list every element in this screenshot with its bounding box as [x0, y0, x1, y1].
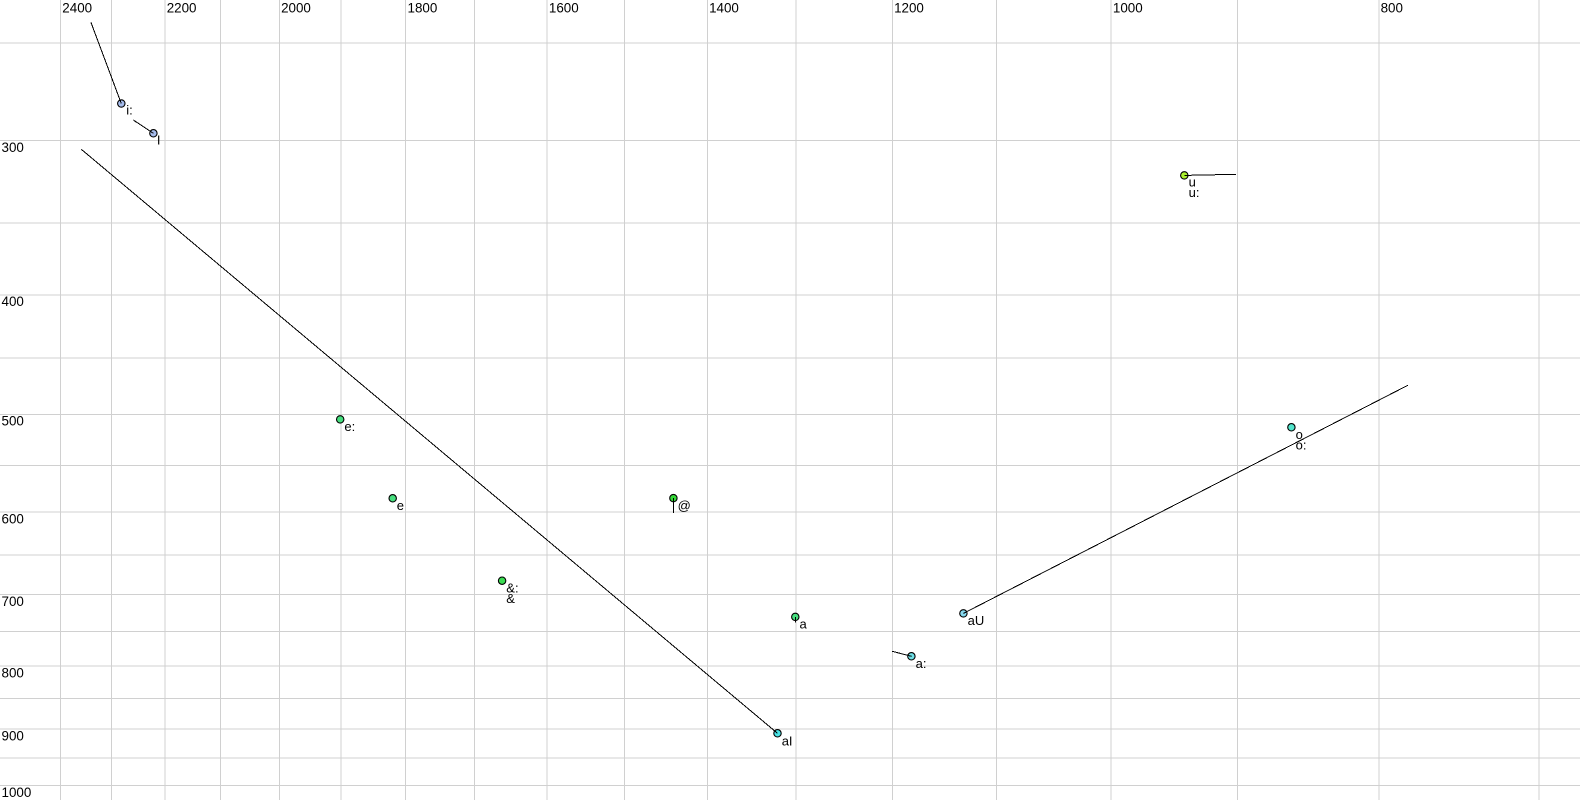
svg-text:2000: 2000: [281, 1, 311, 16]
svg-text:1400: 1400: [709, 1, 739, 16]
svg-text:2200: 2200: [167, 1, 197, 16]
svg-text:1600: 1600: [549, 1, 579, 16]
svg-text:300: 300: [2, 140, 24, 155]
svg-text:1000: 1000: [2, 785, 32, 800]
svg-text:500: 500: [2, 414, 24, 429]
svg-text:2400: 2400: [62, 1, 92, 16]
svg-text:u: u: [1189, 175, 1196, 190]
svg-text:@: @: [678, 498, 691, 513]
svg-text:700: 700: [2, 594, 24, 609]
svg-text:e: e: [397, 498, 404, 513]
svg-text:e:: e:: [344, 419, 355, 434]
svg-text:1200: 1200: [894, 1, 924, 16]
svg-text:&:: &:: [506, 580, 518, 595]
svg-text:1000: 1000: [1113, 1, 1143, 16]
svg-text:900: 900: [2, 729, 24, 744]
svg-text:&: &: [506, 591, 515, 606]
svg-text:a: a: [800, 617, 808, 632]
svg-text:i:: i:: [126, 103, 133, 118]
svg-text:aI: aI: [782, 734, 793, 749]
svg-text:800: 800: [2, 666, 24, 681]
svg-text:aU: aU: [968, 613, 985, 628]
svg-text:1800: 1800: [408, 1, 438, 16]
svg-text:I: I: [157, 133, 161, 148]
svg-text:800: 800: [1381, 1, 1403, 16]
svg-text:o: o: [1296, 427, 1303, 442]
svg-text:600: 600: [2, 511, 24, 526]
svg-text:400: 400: [2, 294, 24, 309]
svg-text:u:: u:: [1189, 185, 1200, 200]
svg-text:a:: a:: [916, 656, 927, 671]
svg-text:o:: o:: [1296, 437, 1307, 452]
